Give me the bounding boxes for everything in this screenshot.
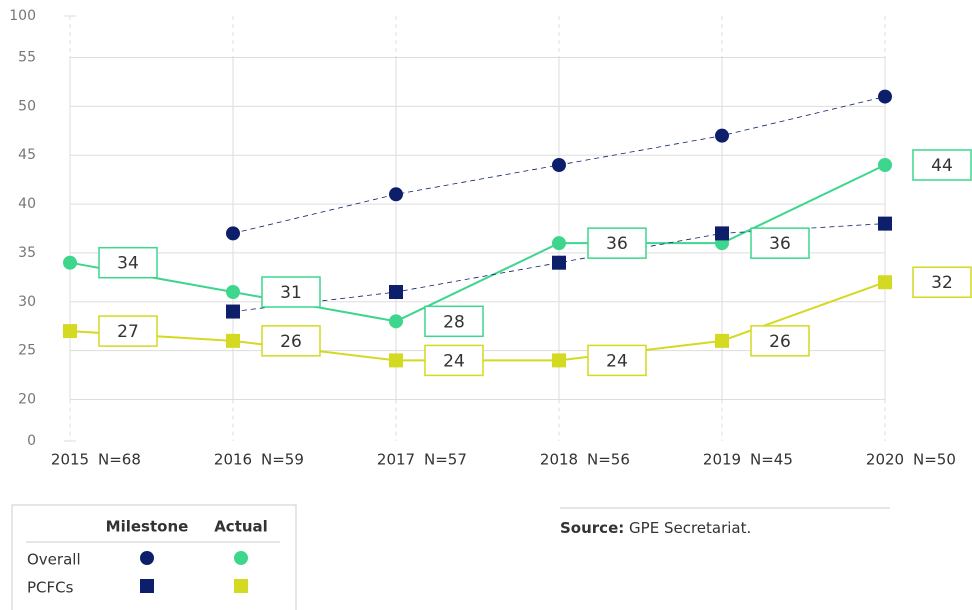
value-label: 27 bbox=[117, 322, 139, 342]
legend-marker bbox=[234, 551, 248, 565]
n-label: N=68 bbox=[98, 451, 141, 469]
y-tick-label: 35 bbox=[18, 245, 36, 261]
legend-label: Overall bbox=[27, 551, 81, 569]
point bbox=[226, 333, 240, 348]
y-tick-label: 40 bbox=[18, 196, 36, 212]
y-tick-label: 45 bbox=[18, 147, 36, 163]
value-label-box bbox=[587, 227, 647, 259]
value-label-box bbox=[261, 276, 321, 308]
n-label: N=45 bbox=[750, 451, 793, 469]
value-label: 31 bbox=[280, 283, 302, 303]
value-label-box bbox=[98, 246, 158, 279]
point bbox=[63, 255, 77, 270]
value-label-box bbox=[912, 266, 972, 298]
y-tick-label: 20 bbox=[18, 391, 36, 407]
source: Source: GPE Secretariat. bbox=[560, 519, 751, 537]
value-label: 26 bbox=[280, 332, 302, 352]
value-label-box bbox=[98, 315, 158, 347]
value-label: 28 bbox=[443, 312, 465, 332]
point bbox=[878, 275, 892, 290]
source-text: GPE Secretariat. bbox=[629, 519, 751, 537]
point bbox=[226, 285, 240, 300]
y-tick-label: 55 bbox=[18, 50, 36, 66]
series-line bbox=[69, 164, 886, 323]
legend-marker bbox=[140, 551, 154, 565]
y-tick-label: 0 bbox=[27, 433, 36, 449]
x-tick-label: 2020 bbox=[866, 451, 904, 469]
y-tick-label: 50 bbox=[18, 98, 36, 114]
point bbox=[878, 157, 892, 172]
n-label: N=56 bbox=[587, 451, 630, 469]
y-tick-label: 25 bbox=[18, 343, 36, 359]
value-label-box bbox=[750, 227, 810, 259]
x-tick-label: 2019 bbox=[703, 451, 741, 469]
point bbox=[389, 187, 403, 202]
n-label: N=57 bbox=[424, 451, 467, 469]
legend-header: Actual bbox=[214, 518, 268, 536]
point bbox=[552, 255, 566, 270]
value-label-box bbox=[750, 325, 810, 357]
point bbox=[715, 226, 729, 241]
point bbox=[878, 216, 892, 231]
point bbox=[552, 236, 566, 251]
value-label-box bbox=[261, 325, 321, 357]
point bbox=[715, 128, 729, 143]
point bbox=[389, 314, 403, 329]
x-tick-label: 2018 bbox=[540, 451, 578, 469]
point bbox=[63, 324, 77, 339]
point bbox=[389, 353, 403, 368]
n-label: N=50 bbox=[913, 451, 956, 469]
legend-marker bbox=[140, 579, 154, 593]
value-label: 32 bbox=[931, 273, 953, 293]
value-label-box bbox=[424, 344, 484, 377]
x-tick-label: 2016 bbox=[214, 451, 252, 469]
y-tick-label: 100 bbox=[9, 8, 36, 24]
value-label: 36 bbox=[606, 234, 628, 254]
point bbox=[552, 157, 566, 172]
value-label-box bbox=[587, 344, 647, 377]
value-label: 34 bbox=[117, 254, 139, 274]
legend-marker bbox=[234, 579, 248, 593]
point bbox=[715, 333, 729, 348]
x-tick-label: 2015 bbox=[51, 451, 89, 469]
value-label: 26 bbox=[769, 332, 791, 352]
value-label-box bbox=[424, 305, 484, 338]
legend-label: PCFCs bbox=[27, 579, 74, 597]
y-tick-label: 30 bbox=[18, 294, 36, 310]
x-tick-label: 2017 bbox=[377, 451, 415, 469]
point bbox=[552, 353, 566, 368]
value-label: 44 bbox=[931, 156, 953, 176]
legend-header: Milestone bbox=[106, 518, 189, 536]
point bbox=[878, 89, 892, 104]
value-label: 36 bbox=[769, 234, 791, 254]
value-label: 24 bbox=[606, 351, 628, 371]
source-label: Source: bbox=[560, 519, 624, 537]
n-label: N=59 bbox=[261, 451, 304, 469]
value-label: 24 bbox=[443, 351, 465, 371]
point bbox=[226, 304, 240, 319]
legend-box bbox=[11, 504, 297, 610]
point bbox=[226, 226, 240, 241]
point bbox=[389, 285, 403, 300]
value-label-box bbox=[912, 149, 972, 181]
